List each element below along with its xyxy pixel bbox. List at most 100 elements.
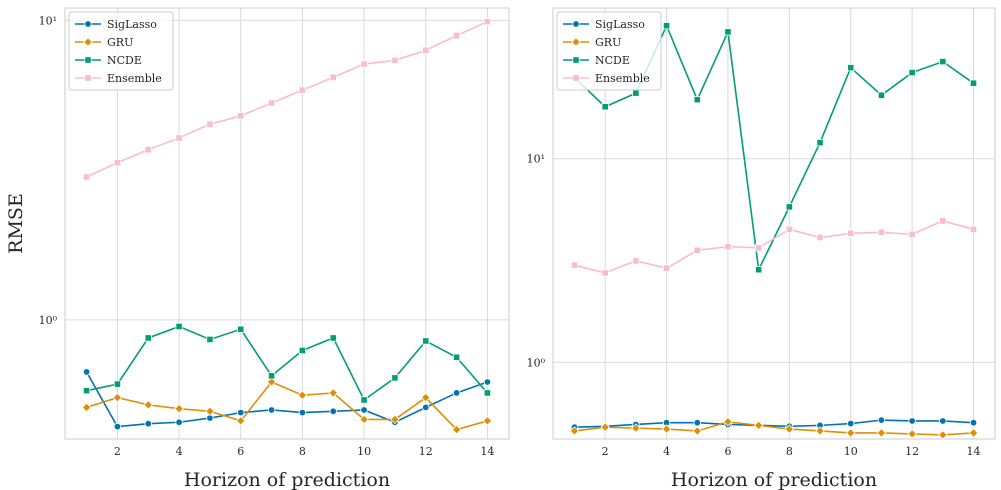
data-point bbox=[939, 217, 947, 225]
x-tick-label: 4 bbox=[663, 445, 670, 458]
legend-label: GRU bbox=[107, 36, 133, 49]
legend: SigLasso GRU NCDE Ensemble bbox=[556, 11, 662, 91]
data-point bbox=[939, 57, 947, 66]
data-point bbox=[206, 335, 214, 344]
data-point bbox=[877, 228, 886, 236]
legend-label: Ensemble bbox=[107, 72, 162, 85]
series-line bbox=[86, 325, 489, 402]
series-ensemble bbox=[82, 18, 492, 181]
data-point bbox=[815, 426, 825, 436]
y-tick-label: 10¹ bbox=[39, 14, 57, 27]
y-tick-label: 10⁰ bbox=[39, 314, 58, 327]
data-point bbox=[328, 388, 339, 398]
legend-marker bbox=[572, 20, 580, 28]
data-point bbox=[267, 99, 276, 107]
legend-label: NCDE bbox=[107, 54, 142, 67]
y-tick-label: 10⁰ bbox=[527, 356, 546, 369]
data-point bbox=[907, 429, 917, 439]
data-point bbox=[452, 31, 461, 40]
data-point bbox=[908, 68, 916, 77]
chart-panel-2: 2 4 6 8 10 12 14 10⁰ 10¹ Horizon of prediction Sig… bbox=[527, 7, 996, 490]
data-point bbox=[877, 91, 886, 99]
series-gru bbox=[569, 417, 979, 440]
data-point bbox=[570, 261, 579, 269]
legend: SigLasso GRU NCDE Ensemble bbox=[68, 11, 174, 91]
data-point bbox=[483, 18, 492, 26]
x-axis-title: Horizon of prediction bbox=[671, 469, 877, 490]
data-point bbox=[785, 203, 793, 211]
data-point bbox=[235, 416, 246, 426]
x-tick-label: 2 bbox=[114, 445, 121, 458]
data-point bbox=[693, 96, 701, 104]
data-point bbox=[237, 325, 245, 333]
x-tick-label: 8 bbox=[299, 445, 306, 458]
data-point bbox=[693, 419, 701, 427]
data-point bbox=[847, 229, 855, 237]
data-point bbox=[175, 322, 183, 331]
data-point bbox=[420, 392, 431, 403]
x-tick-label: 6 bbox=[724, 445, 731, 458]
series-line bbox=[85, 371, 488, 428]
data-point bbox=[483, 378, 492, 386]
data-point bbox=[569, 426, 580, 436]
data-point bbox=[692, 426, 703, 436]
data-point bbox=[723, 417, 733, 427]
plot-frame bbox=[552, 7, 996, 440]
data-point bbox=[422, 46, 430, 54]
data-point bbox=[82, 387, 91, 395]
legend-box bbox=[68, 11, 174, 91]
legend-marker bbox=[572, 56, 580, 64]
series-line bbox=[86, 20, 488, 178]
data-point bbox=[144, 419, 152, 428]
data-point bbox=[968, 428, 979, 438]
data-point bbox=[329, 73, 337, 82]
data-point bbox=[483, 389, 492, 397]
data-point bbox=[632, 89, 640, 97]
data-point bbox=[785, 225, 793, 233]
data-point bbox=[908, 230, 916, 238]
data-point bbox=[969, 225, 978, 233]
data-point bbox=[601, 103, 609, 111]
data-point bbox=[755, 266, 763, 274]
data-point bbox=[82, 173, 91, 181]
series-line bbox=[86, 381, 488, 431]
data-point bbox=[632, 257, 640, 265]
x-tick-label: 2 bbox=[602, 445, 609, 458]
data-point bbox=[693, 246, 701, 254]
legend-box bbox=[556, 11, 662, 91]
data-point bbox=[81, 402, 92, 413]
data-point bbox=[360, 60, 368, 68]
data-point bbox=[816, 139, 824, 147]
data-point bbox=[298, 346, 307, 355]
data-point bbox=[175, 418, 183, 426]
data-point bbox=[784, 424, 795, 434]
legend-label: SigLasso bbox=[595, 18, 645, 31]
data-point bbox=[816, 233, 824, 242]
data-point bbox=[753, 420, 764, 431]
data-point bbox=[175, 134, 183, 142]
legend-marker bbox=[572, 74, 580, 82]
data-point bbox=[360, 406, 368, 414]
data-point bbox=[847, 64, 855, 72]
data-point bbox=[360, 396, 368, 404]
series-line bbox=[574, 419, 974, 428]
data-point bbox=[206, 120, 214, 128]
legend-marker bbox=[571, 37, 581, 47]
data-point bbox=[143, 400, 154, 410]
legend-label: SigLasso bbox=[107, 18, 157, 31]
data-point bbox=[631, 423, 641, 433]
data-point bbox=[359, 414, 369, 425]
y-axis-title: RMSE bbox=[5, 193, 27, 254]
data-point bbox=[847, 419, 855, 428]
series-ncde bbox=[82, 322, 492, 404]
data-point bbox=[451, 424, 462, 435]
data-point bbox=[662, 264, 671, 272]
legend-marker bbox=[84, 20, 92, 28]
data-point bbox=[298, 86, 307, 94]
legend-marker bbox=[83, 37, 93, 47]
data-point bbox=[422, 403, 430, 412]
data-point bbox=[205, 406, 215, 417]
data-point bbox=[939, 417, 947, 425]
data-point bbox=[661, 424, 672, 434]
x-tick-label: 10 bbox=[357, 445, 371, 458]
